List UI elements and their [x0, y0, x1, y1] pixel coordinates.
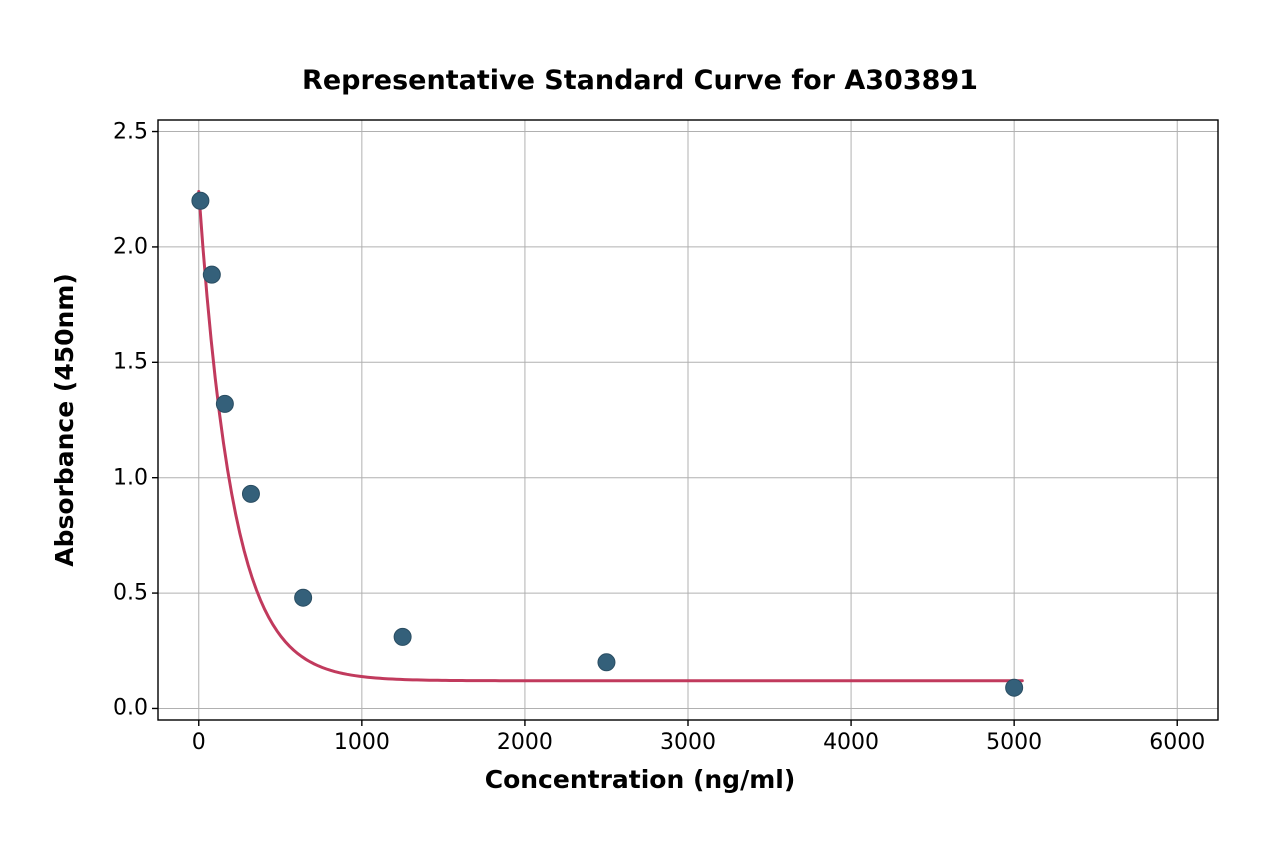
data-point [598, 654, 615, 671]
data-point [203, 266, 220, 283]
xtick-label: 2000 [497, 730, 553, 755]
data-point [1006, 679, 1023, 696]
xtick-label: 4000 [823, 730, 879, 755]
fitted-curve [199, 192, 1023, 681]
x-axis-label: Concentration (ng/ml) [0, 765, 1280, 794]
ytick-label: 0.5 [88, 581, 148, 606]
xtick-label: 6000 [1149, 730, 1205, 755]
data-point [242, 485, 259, 502]
figure: Representative Standard Curve for A30389… [0, 0, 1280, 845]
ytick-label: 1.0 [88, 465, 148, 490]
xtick-label: 5000 [986, 730, 1042, 755]
data-point [295, 589, 312, 606]
y-axis-label: Absorbance (450nm) [50, 120, 79, 720]
ytick-label: 2.0 [88, 234, 148, 259]
data-point [394, 628, 411, 645]
ytick-label: 0.0 [88, 696, 148, 721]
data-point [192, 192, 209, 209]
plot-area [158, 120, 1218, 720]
ytick-label: 1.5 [88, 350, 148, 375]
chart-title: Representative Standard Curve for A30389… [0, 65, 1280, 96]
plot-svg [158, 120, 1218, 720]
data-point [216, 395, 233, 412]
xtick-label: 3000 [660, 730, 716, 755]
xtick-label: 1000 [334, 730, 390, 755]
ytick-label: 2.5 [88, 119, 148, 144]
xtick-label: 0 [192, 730, 206, 755]
